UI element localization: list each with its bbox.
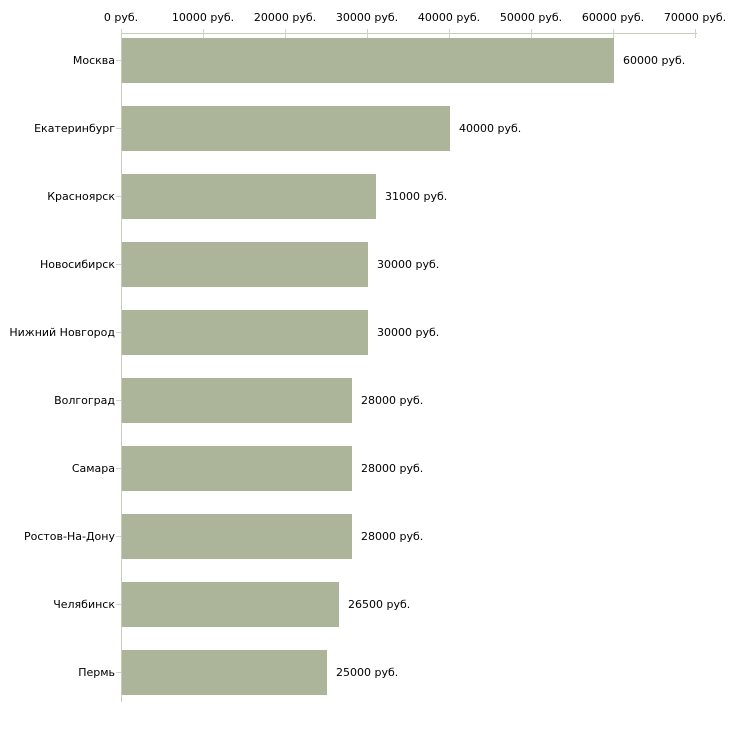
y-tick-mark bbox=[116, 60, 121, 61]
x-tick-label: 40000 руб. bbox=[417, 11, 481, 24]
category-label: Ростов-На-Дону bbox=[23, 530, 115, 543]
value-label: 26500 руб. bbox=[348, 598, 411, 611]
bar bbox=[122, 106, 450, 151]
bar-row: Пермь 25000 руб. bbox=[0, 650, 730, 695]
value-label: 40000 руб. bbox=[459, 122, 522, 135]
x-tick-label: 30000 руб. bbox=[335, 11, 399, 24]
bar bbox=[122, 310, 368, 355]
y-tick-mark bbox=[116, 536, 121, 537]
value-label: 30000 руб. bbox=[377, 326, 440, 339]
y-axis-line bbox=[121, 33, 122, 702]
category-label: Екатеринбург bbox=[34, 122, 115, 135]
x-tick-mark bbox=[203, 29, 204, 38]
bar-row: Москва 60000 руб. bbox=[0, 38, 730, 83]
x-tick-mark bbox=[695, 29, 696, 38]
value-label: 30000 руб. bbox=[377, 258, 440, 271]
bar bbox=[122, 378, 352, 423]
x-tick-mark bbox=[613, 29, 614, 38]
x-tick-mark bbox=[531, 29, 532, 38]
value-label: 31000 руб. bbox=[385, 190, 448, 203]
category-label: Москва bbox=[72, 54, 115, 67]
y-tick-mark bbox=[116, 604, 121, 605]
value-label: 28000 руб. bbox=[361, 530, 424, 543]
category-label: Челябинск bbox=[53, 598, 115, 611]
value-label: 28000 руб. bbox=[361, 462, 424, 475]
x-tick-mark bbox=[449, 29, 450, 38]
bar bbox=[122, 242, 368, 287]
x-tick-label: 10000 руб. bbox=[171, 11, 235, 24]
bar bbox=[122, 514, 352, 559]
y-tick-mark bbox=[116, 672, 121, 673]
category-label: Новосибирск bbox=[39, 258, 115, 271]
bar-row: Челябинск 26500 руб. bbox=[0, 582, 730, 627]
x-tick-label: 60000 руб. bbox=[581, 11, 645, 24]
x-tick-label: 70000 руб. bbox=[663, 11, 727, 24]
bar-row: Ростов-На-Дону 28000 руб. bbox=[0, 514, 730, 559]
y-tick-mark bbox=[116, 400, 121, 401]
bar-row: Нижний Новгород 30000 руб. bbox=[0, 310, 730, 355]
x-tick-mark bbox=[121, 29, 122, 38]
value-label: 28000 руб. bbox=[361, 394, 424, 407]
bar bbox=[122, 174, 376, 219]
category-label: Самара bbox=[71, 462, 115, 475]
y-tick-mark bbox=[116, 468, 121, 469]
bar-row: Волгоград 28000 руб. bbox=[0, 378, 730, 423]
x-axis-line bbox=[121, 33, 697, 34]
bar bbox=[122, 582, 339, 627]
category-label: Волгоград bbox=[54, 394, 115, 407]
category-label: Красноярск bbox=[47, 190, 115, 203]
bar-row: Екатеринбург 40000 руб. bbox=[0, 106, 730, 151]
value-label: 25000 руб. bbox=[336, 666, 399, 679]
bar bbox=[122, 446, 352, 491]
category-label: Пермь bbox=[78, 666, 115, 679]
bar-row: Самара 28000 руб. bbox=[0, 446, 730, 491]
x-tick-mark bbox=[367, 29, 368, 38]
x-tick-mark bbox=[285, 29, 286, 38]
bar bbox=[122, 650, 327, 695]
category-label: Нижний Новгород bbox=[9, 326, 115, 339]
x-tick-label: 20000 руб. bbox=[253, 11, 317, 24]
bar-row: Новосибирск 30000 руб. bbox=[0, 242, 730, 287]
x-tick-label: 50000 руб. bbox=[499, 11, 563, 24]
y-tick-mark bbox=[116, 332, 121, 333]
y-tick-mark bbox=[116, 128, 121, 129]
y-tick-mark bbox=[116, 264, 121, 265]
y-tick-mark bbox=[116, 196, 121, 197]
bar bbox=[122, 38, 614, 83]
value-label: 60000 руб. bbox=[623, 54, 686, 67]
x-tick-label: 0 руб. bbox=[103, 11, 139, 24]
bar-row: Красноярск 31000 руб. bbox=[0, 174, 730, 219]
